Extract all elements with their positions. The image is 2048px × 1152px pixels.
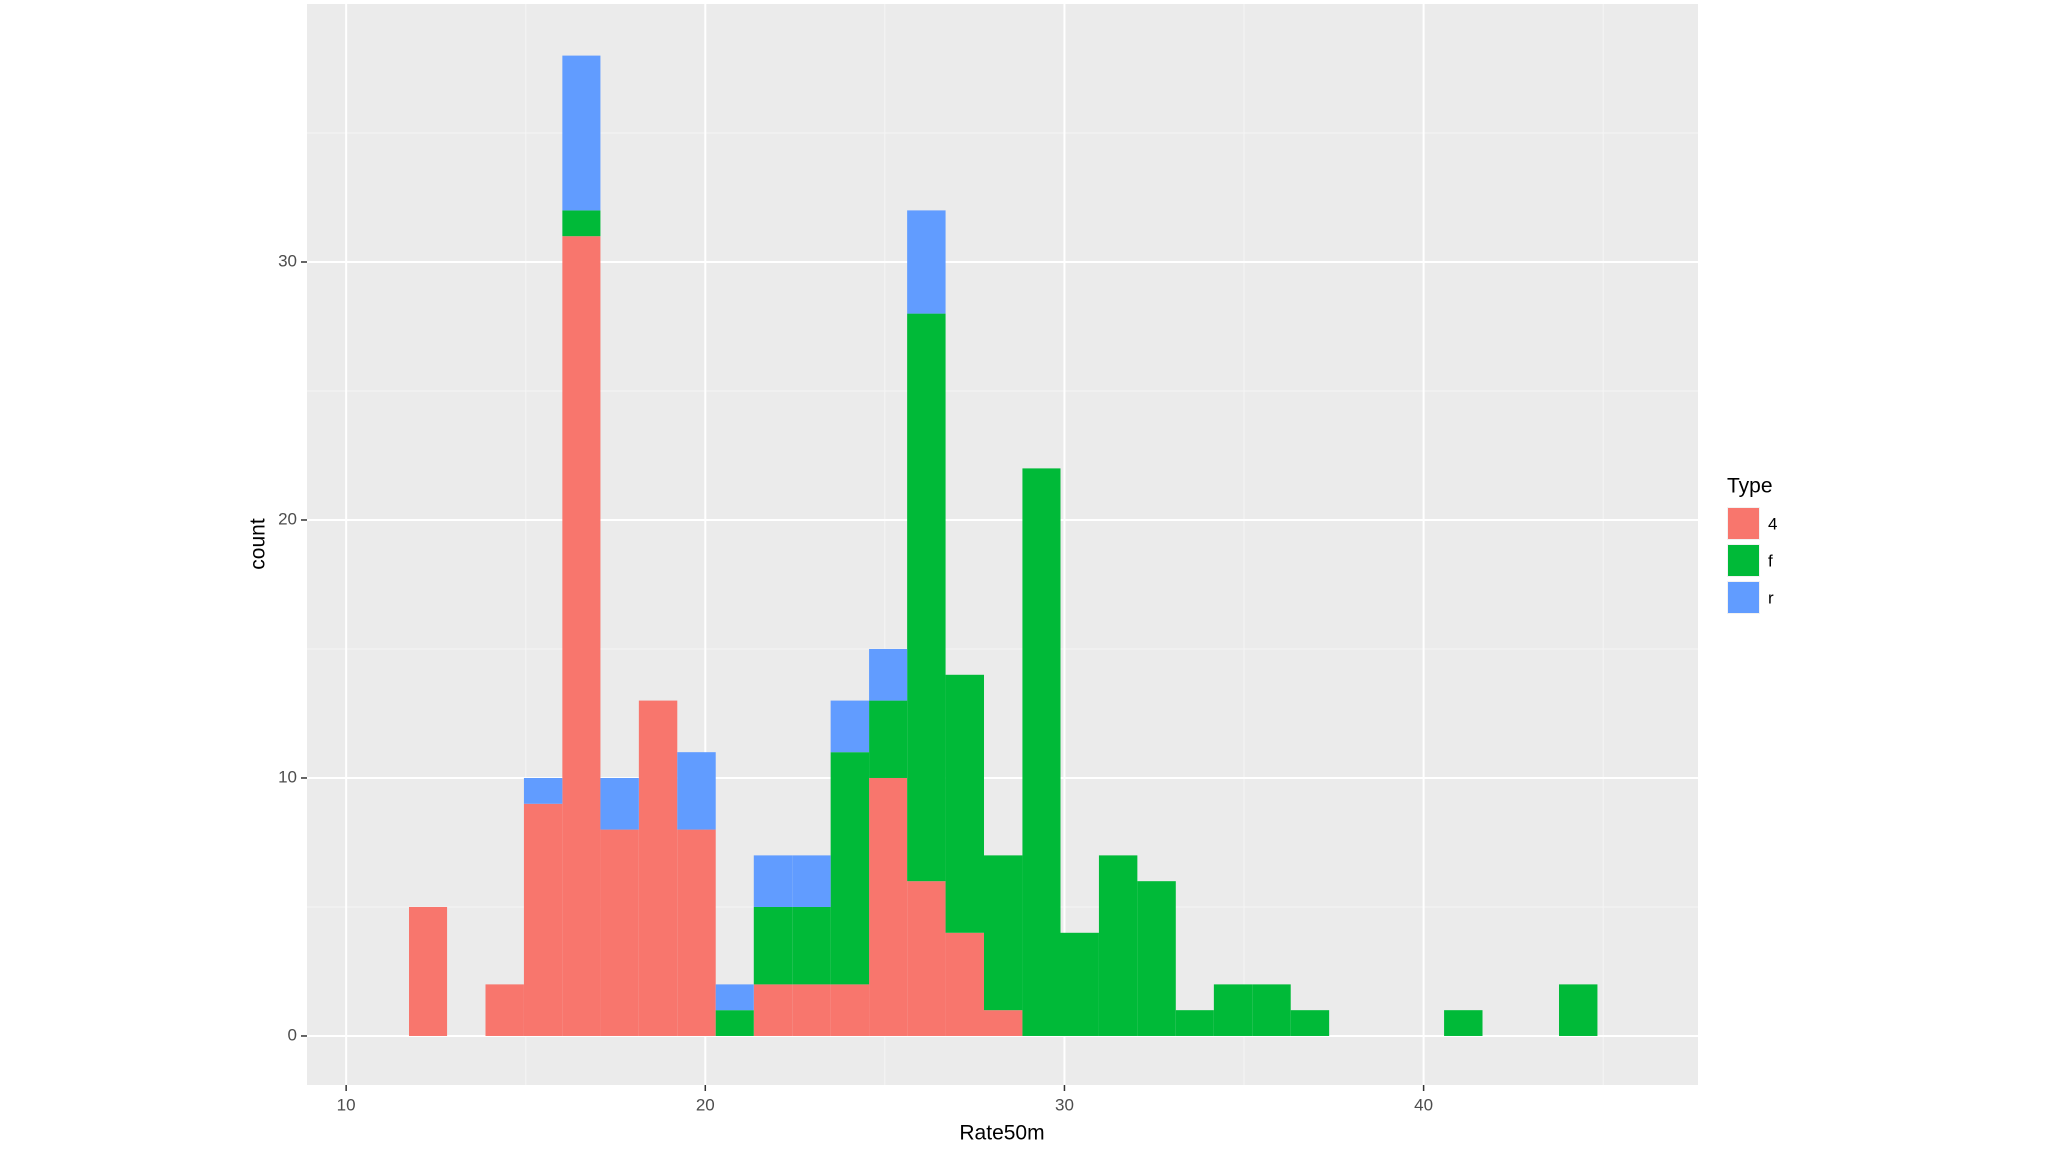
legend-swatch [1728, 545, 1759, 576]
legend-label: 4 [1768, 514, 1777, 533]
histogram-bar [869, 648, 908, 701]
histogram-bar [945, 932, 985, 1036]
legend-swatch [1728, 582, 1759, 613]
histogram-bar [945, 674, 985, 933]
y-tick-label: 10 [278, 767, 297, 786]
histogram-bar [523, 803, 563, 1036]
legend-label: r [1768, 588, 1774, 607]
legend-label: f [1768, 551, 1773, 570]
x-tick-label: 10 [337, 1095, 356, 1114]
histogram-bar [600, 777, 639, 830]
histogram-bar [753, 906, 793, 985]
histogram-bar [1137, 881, 1176, 1036]
y-tick-label: 20 [278, 509, 297, 528]
histogram-bar [753, 855, 793, 907]
histogram-bar [907, 313, 946, 882]
x-tick-label: 40 [1414, 1095, 1433, 1114]
histogram-bar [485, 984, 524, 1036]
histogram-bar [715, 984, 754, 1011]
histogram-bar [830, 752, 870, 985]
histogram-bar [830, 984, 870, 1036]
histogram-bar [638, 700, 678, 1036]
legend-title: Type [1727, 475, 1773, 498]
histogram-bar [600, 829, 639, 1036]
histogram-bar [1290, 1010, 1330, 1036]
histogram-bar [792, 984, 831, 1036]
legend-swatch [1728, 508, 1759, 539]
histogram-bar [984, 1010, 1023, 1036]
histogram-bar [792, 906, 831, 985]
x-tick-label: 20 [696, 1095, 715, 1114]
histogram-bar [907, 881, 946, 1036]
histogram-bar [753, 984, 793, 1036]
histogram-bar [1022, 468, 1061, 1036]
x-tick-label: 30 [1055, 1095, 1074, 1114]
histogram-bar [1060, 932, 1099, 1036]
y-axis-title: count [247, 518, 270, 570]
y-tick-label: 0 [288, 1025, 297, 1044]
histogram-bar [1213, 984, 1253, 1036]
histogram-bar [523, 777, 563, 804]
x-axis-title: Rate50m [959, 1122, 1044, 1145]
histogram-bar [1098, 855, 1138, 1036]
histogram-bar [562, 210, 601, 237]
histogram-bar [408, 906, 448, 1036]
histogram-bar [677, 752, 716, 830]
histogram-bar [792, 855, 831, 907]
histogram-bar [562, 236, 601, 1036]
histogram-bar [907, 210, 946, 314]
histogram-bar [869, 700, 908, 778]
histogram-bar [1559, 984, 1598, 1036]
histogram-bar [830, 700, 870, 753]
histogram-bar [562, 55, 601, 211]
histogram-bar [984, 855, 1023, 1011]
y-tick-label: 30 [278, 251, 297, 270]
histogram-bar [1175, 1010, 1214, 1036]
histogram-bar [677, 829, 716, 1036]
histogram-bar [869, 777, 908, 1036]
histogram-bar [715, 1010, 754, 1036]
histogram-bar [1252, 984, 1291, 1036]
histogram-bar [1444, 1010, 1483, 1036]
